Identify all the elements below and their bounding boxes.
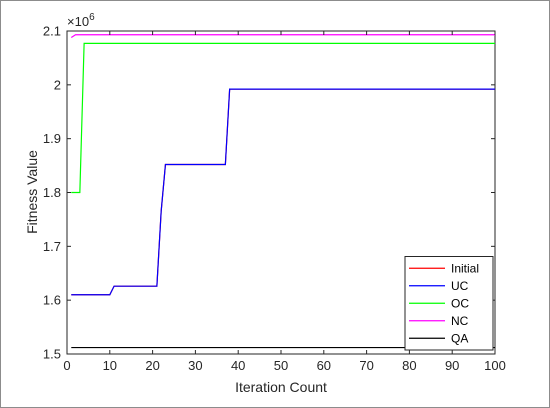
x-tick-label: 100: [484, 358, 506, 373]
x-tick-label: 40: [231, 358, 245, 373]
x-tick-label: 20: [145, 358, 159, 373]
series-line-oc: [71, 42, 495, 194]
x-axis-label: Iteration Count: [235, 379, 327, 395]
y-tick-label: 1.6: [43, 293, 61, 308]
x-tick-label: 10: [103, 358, 117, 373]
y-tick-label: 1.7: [43, 239, 61, 254]
x-tick-label: 30: [188, 358, 202, 373]
x-tick-label: 60: [317, 358, 331, 373]
y-tick-label: 1.9: [43, 131, 61, 146]
y-exponent-power: 6: [89, 12, 95, 23]
y-tick-label: 1.5: [43, 347, 61, 362]
tick-layer: 0 10 20 30 40 50 60 70 80 90 100 1.5 1.6 1.7 1.8 1.9 2 2.…: [43, 24, 506, 374]
legend-label-uc: UC: [451, 279, 469, 293]
series-line-uc: [71, 88, 495, 296]
x-tick-label: 70: [359, 358, 373, 373]
legend-label-oc: OC: [451, 296, 469, 310]
legend-label-qa: QA: [451, 331, 468, 345]
x-tick-label: 50: [274, 358, 288, 373]
y-axis-label: Fitness Value: [24, 150, 40, 234]
x-tick-label: 0: [63, 358, 70, 373]
x-tick-label: 90: [445, 358, 459, 373]
y-tick-label: 1.8: [43, 185, 61, 200]
y-exponent-label: ×106: [67, 12, 95, 29]
legend-label-nc: NC: [451, 314, 469, 328]
y-tick-label: 2: [54, 77, 61, 92]
series-line-nc: [70, 34, 495, 38]
y-tick-label: 2.1: [43, 24, 61, 39]
x-tick-label: 80: [402, 358, 416, 373]
legend-label-initial: Initial: [451, 261, 479, 275]
y-exponent-base: ×10: [67, 14, 89, 29]
legend: Initial UC OC NC QA: [404, 256, 494, 351]
